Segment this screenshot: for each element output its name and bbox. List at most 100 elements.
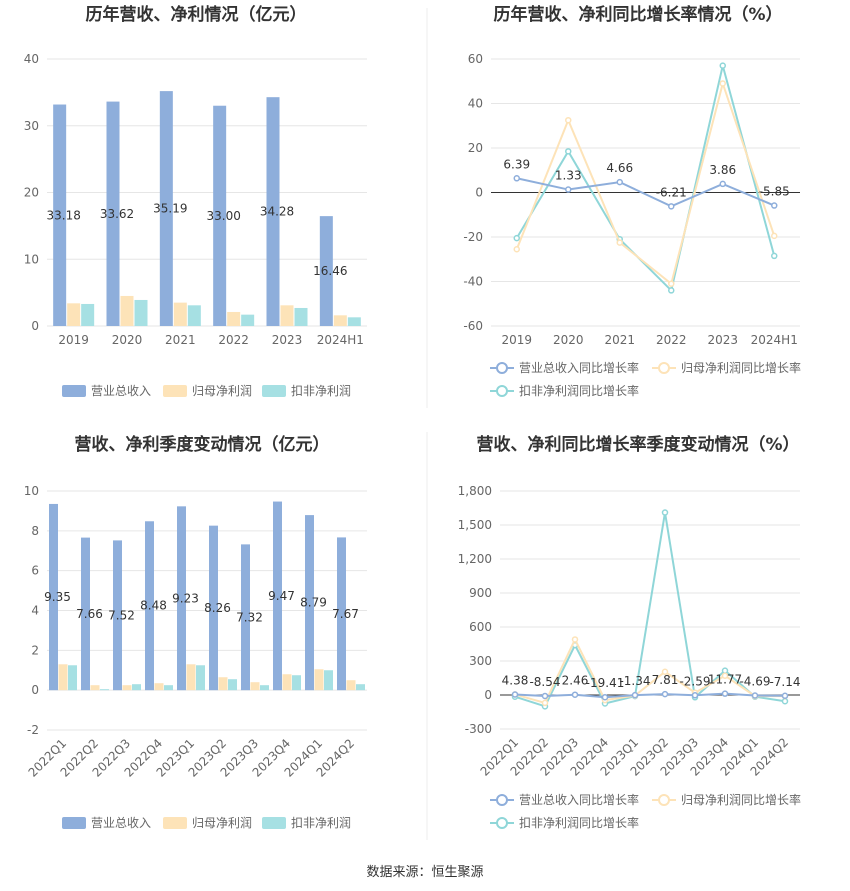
bar-revenue <box>319 216 333 326</box>
chart-title: 历年营收、净利同比增长率情况（%） <box>493 4 782 25</box>
bar-net-profit <box>122 685 132 691</box>
series-point <box>781 692 789 700</box>
line-data-label: -6.21 <box>656 185 687 199</box>
bar-data-label: 8.48 <box>140 599 167 613</box>
legend-label: 营业总收入同比增长率 <box>519 360 639 375</box>
bar-net-profit <box>314 669 324 691</box>
bar-deducted-profit <box>187 305 201 326</box>
legend-swatch-marker <box>496 362 508 374</box>
legend-swatch <box>62 385 86 397</box>
legend-swatch-marker <box>658 362 670 374</box>
bar-revenue <box>213 105 227 326</box>
bar-deducted-profit <box>100 689 109 691</box>
series-point <box>571 636 579 643</box>
x-tick-label: 2024H1 <box>317 333 364 347</box>
bar-net-profit <box>154 683 164 691</box>
series-line-net-profit-growth <box>515 79 776 286</box>
series-point <box>771 202 778 209</box>
y-tick-label: 1,200 <box>458 552 492 566</box>
legend-swatch-marker <box>496 794 508 806</box>
y-tick-label: -20 <box>463 230 483 244</box>
series-point <box>616 178 623 186</box>
series-point <box>541 692 549 700</box>
data-source-note: 数据来源：恒生聚源 <box>366 865 483 880</box>
legend-label: 营业总收入 <box>91 384 151 398</box>
bar-data-label: 9.47 <box>268 589 295 603</box>
line-data-label: -1.34 <box>619 674 650 688</box>
y-tick-label: 0 <box>475 186 483 200</box>
bar-net-profit <box>280 305 294 326</box>
series-point <box>668 287 675 294</box>
bar-net-profit <box>58 664 68 691</box>
x-tick-label: 2022 <box>218 333 249 347</box>
x-tick-label: 2019 <box>501 333 532 347</box>
bar-revenue <box>273 501 282 691</box>
y-tick-label: -40 <box>463 275 483 289</box>
series-point <box>661 668 669 676</box>
legend-label: 扣非净利润 <box>291 384 351 398</box>
series-point <box>719 180 726 188</box>
legend-label: 归母净利润同比增长率 <box>681 360 801 375</box>
bar-net-profit <box>346 680 356 691</box>
series-point <box>616 239 623 246</box>
x-tick-label: 2023 <box>707 333 738 347</box>
y-tick-label: 4 <box>31 604 39 618</box>
bar-net-profit <box>227 311 241 326</box>
bar-data-label: 16.46 <box>313 264 347 278</box>
bar-revenue <box>53 104 67 326</box>
bar-net-profit <box>218 677 228 691</box>
bar-net-profit <box>186 664 196 691</box>
series-point <box>565 116 572 124</box>
bar-deducted-profit <box>134 299 148 326</box>
bar-data-label: 9.23 <box>172 591 199 605</box>
bar-revenue <box>209 525 218 691</box>
line-data-label: 2.46 <box>562 674 589 688</box>
y-tick-label: 300 <box>469 654 492 668</box>
bar-deducted-profit <box>196 665 205 691</box>
series-point <box>751 692 759 699</box>
y-tick-label: -60 <box>463 319 483 333</box>
bar-deducted-profit <box>356 684 365 691</box>
y-tick-label: -2 <box>27 723 39 737</box>
x-tick-label: 2022 <box>656 333 687 347</box>
bar-deducted-profit <box>294 307 308 326</box>
x-tick-label: 2020 <box>553 333 584 347</box>
bar-deducted-profit <box>241 314 255 326</box>
line-data-label: -8.54 <box>529 675 560 689</box>
x-tick-label: 2020 <box>112 333 143 347</box>
quarterly-revenue-profit-chart: 营收、净利季度变动情况（亿元）-202468102022Q12022Q22022… <box>24 434 367 830</box>
quarterly-growth-rate-chart: 营收、净利同比增长率季度变动情况（%） -300 0 300 600 900 1,200 1,… <box>458 434 801 830</box>
bar-data-label: 33.00 <box>206 209 240 223</box>
series-point <box>631 691 639 699</box>
bar-data-label: 7.67 <box>332 607 359 621</box>
y-tick-label: 2 <box>31 643 39 657</box>
chart-title: 营收、净利季度变动情况（亿元） <box>75 434 330 455</box>
line-data-label: -5.85 <box>759 185 790 199</box>
bar-data-label: 35.19 <box>153 202 187 216</box>
chart-title: 营收、净利同比增长率季度变动情况（%） <box>476 434 799 455</box>
series-point <box>668 203 675 210</box>
series-point <box>721 672 729 679</box>
bar-deducted-profit <box>81 303 95 326</box>
bar-net-profit <box>67 303 81 326</box>
legend-label: 归母净利润 <box>192 384 252 398</box>
legend-swatch-marker <box>496 385 508 397</box>
y-tick-label: 40 <box>468 97 483 111</box>
line-data-label: 1.33 <box>555 169 582 183</box>
x-tick-label: 2019 <box>58 333 89 347</box>
series-point <box>719 80 726 87</box>
series-line-net-profit-growth <box>514 637 785 705</box>
legend-swatch-marker <box>658 794 670 806</box>
series-point <box>541 699 549 707</box>
legend-label: 扣非净利润 <box>291 816 351 830</box>
series-line-revenue-growth <box>514 692 786 699</box>
legend-label: 归母净利润 <box>192 816 252 830</box>
bar-net-profit <box>333 315 347 326</box>
y-tick-label: 600 <box>469 620 492 634</box>
bar-revenue <box>49 503 58 691</box>
line-data-label: 3.86 <box>709 163 736 177</box>
x-tick-label: 2023 <box>272 333 303 347</box>
series-line-deducted-profit-growth <box>515 65 776 293</box>
y-tick-label: 20 <box>468 141 483 155</box>
bar-revenue <box>337 537 346 691</box>
